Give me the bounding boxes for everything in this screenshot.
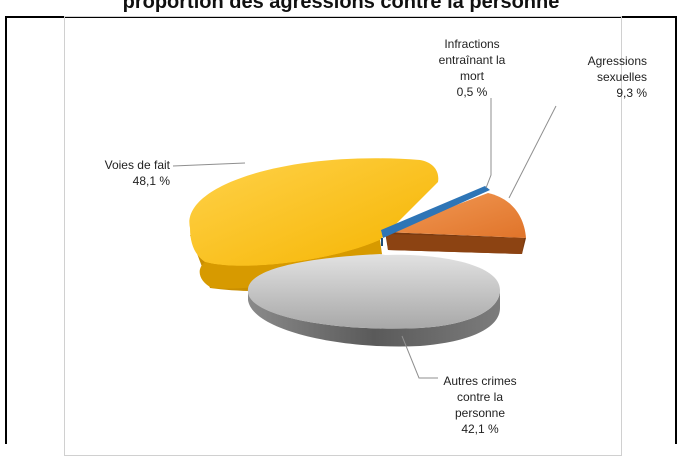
- outer-border-right: [675, 16, 677, 444]
- leader-infractions-mort: [485, 98, 492, 189]
- outer-border-left: [5, 16, 7, 444]
- label-agressions-sexuelles: Agressions sexuelles 9,3 %: [587, 54, 647, 100]
- outer-border-top: [5, 16, 677, 18]
- label-voies-de-fait: Voies de fait 48,1 %: [104, 158, 170, 188]
- label-infractions-mort: Infractions entraînant la mort 0,5 %: [438, 37, 506, 99]
- label-autres-crimes: Autres crimes contre la personne 42,1 %: [443, 374, 517, 436]
- chart-title: proportion des agressions contre la pers…: [122, 0, 560, 13]
- slice-infractions-mort: [381, 186, 490, 246]
- slice-agressions-sexuelles: [385, 193, 526, 254]
- pie-chart: [172, 98, 557, 379]
- chart-frame: proportion des agressions contre la pers…: [5, 0, 677, 456]
- slice-autres-crimes: [247, 254, 500, 347]
- leader-autres-crimes: [401, 335, 438, 379]
- leader-agressions-sexuelles: [508, 105, 557, 199]
- leader-voies-de-fait: [172, 162, 246, 167]
